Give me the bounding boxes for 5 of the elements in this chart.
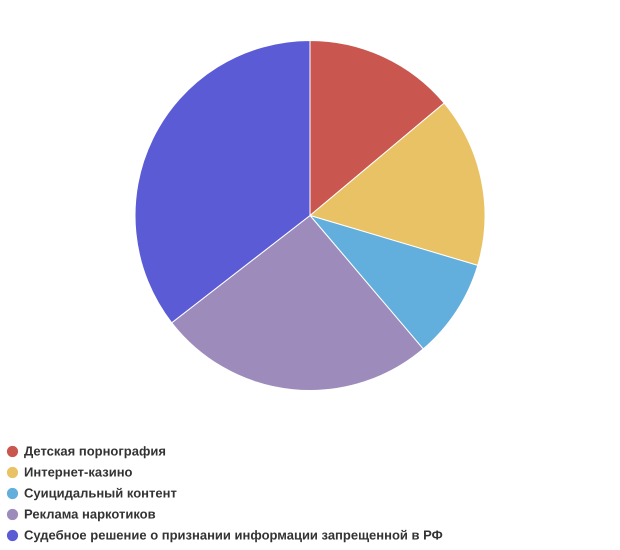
legend-label: Судебное решение о признании информации запрещенной в РФ bbox=[24, 528, 443, 542]
legend-label: Реклама наркотиков bbox=[24, 506, 156, 522]
legend-label: Суицидальный контент bbox=[24, 486, 177, 500]
legend-label: Интернет-казино bbox=[24, 464, 133, 480]
legend-label: Детская порнография bbox=[24, 444, 166, 458]
